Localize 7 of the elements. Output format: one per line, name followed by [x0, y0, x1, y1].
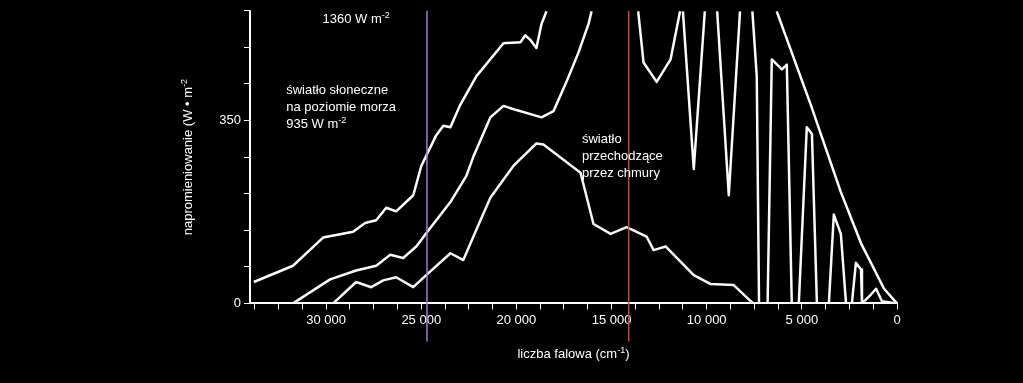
x-tick-label: 20 000: [496, 311, 537, 327]
x-tick-label: 5 000: [785, 311, 819, 327]
x-tick-label: 10 000: [686, 311, 727, 327]
x-tick-label: 0: [893, 311, 901, 327]
x-tick-label: 30 000: [306, 311, 346, 327]
y-tick-label: 350: [219, 112, 241, 128]
y-axis-title: napromieniowanie (W • m-2: [178, 78, 195, 236]
